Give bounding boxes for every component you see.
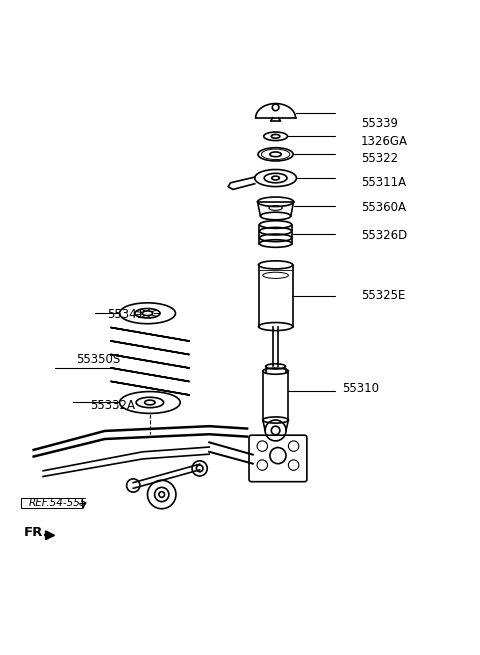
Text: 55310: 55310 (342, 382, 379, 395)
Text: 55350S: 55350S (76, 353, 120, 366)
Text: 55339: 55339 (361, 117, 398, 130)
Text: 55360A: 55360A (361, 202, 406, 214)
Text: 55311A: 55311A (361, 176, 406, 189)
Text: 55326D: 55326D (361, 229, 407, 242)
Bar (21, 498, 82, 508)
Text: FR.: FR. (24, 527, 49, 540)
Text: 1326GA: 1326GA (361, 134, 408, 147)
Text: 55322: 55322 (361, 152, 398, 165)
Text: REF.54-555: REF.54-555 (29, 498, 87, 508)
Text: 55325E: 55325E (361, 290, 405, 302)
Text: 55341: 55341 (107, 308, 144, 321)
Text: 55332A: 55332A (91, 399, 135, 412)
